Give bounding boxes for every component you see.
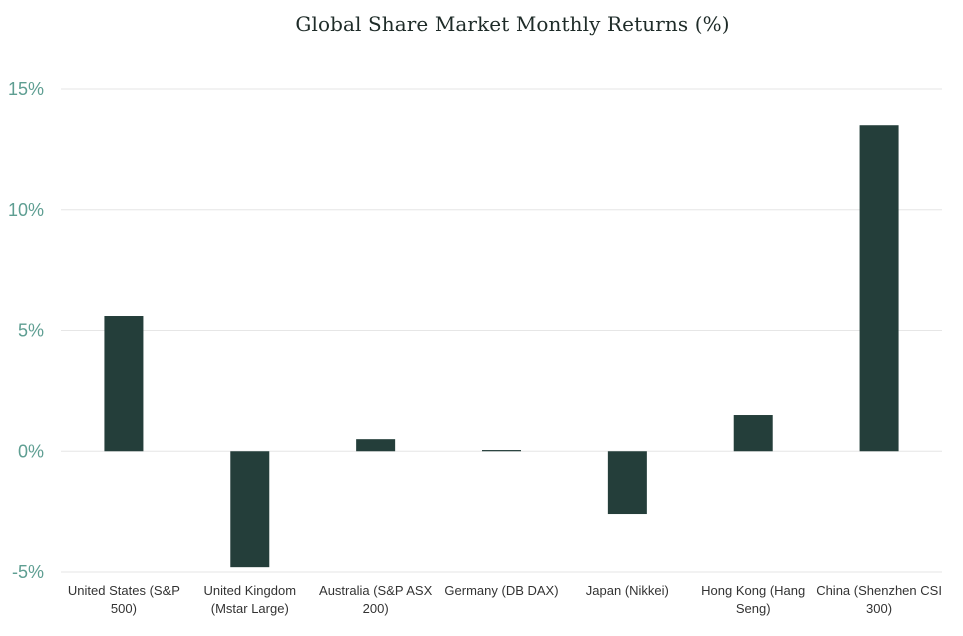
y-tick-label: 15% <box>8 79 44 99</box>
x-tick-label: China (Shenzhen CSI 300) <box>816 583 942 616</box>
y-tick-label: 10% <box>8 200 44 220</box>
x-tick-label: Germany (DB DAX) <box>444 583 558 598</box>
y-tick-label: 0% <box>18 441 44 461</box>
y-tick-label: -5% <box>12 562 44 582</box>
bar <box>607 451 647 515</box>
y-tick-label: 5% <box>18 321 44 341</box>
x-tick-label: Japan (Nikkei) <box>586 583 669 598</box>
x-tick-label: United Kingdom (Mstar Large) <box>204 583 297 616</box>
bar <box>230 451 270 568</box>
chart-title: Global Share Market Monthly Returns (%) <box>295 12 730 36</box>
bar <box>356 439 396 452</box>
x-tick-label: Hong Kong (Hang Seng) <box>701 583 805 616</box>
bar <box>482 450 521 452</box>
bar <box>733 415 773 452</box>
bar <box>859 125 899 452</box>
x-tick-label: United States (S&P 500) <box>68 583 180 616</box>
bar <box>104 316 144 452</box>
x-tick-label: Australia (S&P ASX 200) <box>319 583 433 616</box>
